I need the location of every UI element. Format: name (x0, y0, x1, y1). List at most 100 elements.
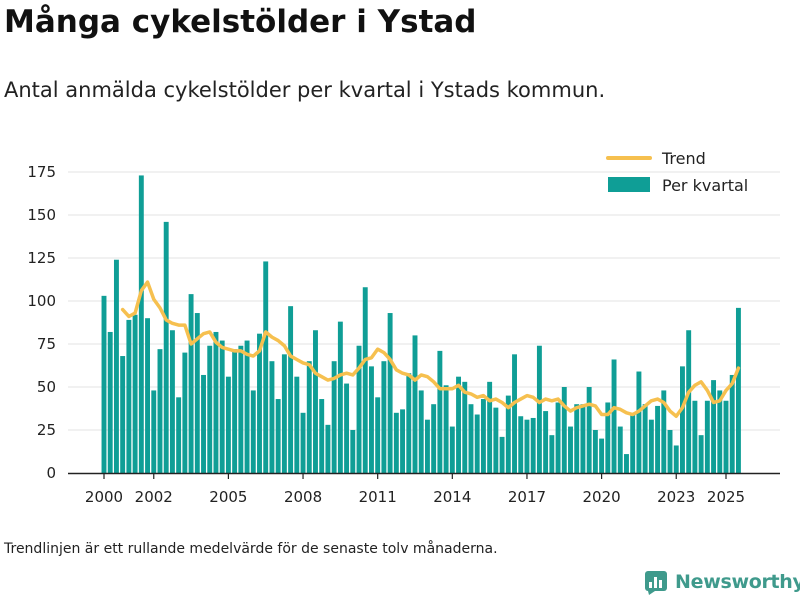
bar (512, 354, 517, 473)
bar (462, 381, 468, 473)
bar (207, 345, 213, 473)
bar (487, 381, 493, 473)
bar (692, 400, 698, 473)
x-tick-label: 2020 (583, 488, 621, 506)
bar (344, 383, 350, 473)
x-tick-label: 2000 (85, 488, 123, 506)
bar (151, 390, 157, 473)
bar (437, 350, 443, 473)
trend-line (120, 280, 741, 418)
x-tick-label: 2023 (657, 488, 695, 506)
bar (306, 361, 312, 473)
bar (555, 402, 561, 473)
bar (232, 349, 238, 473)
footnote: Trendlinjen är ett rullande medelvärde f… (4, 541, 498, 557)
bar (680, 366, 685, 473)
bar (194, 313, 200, 473)
legend-bar-label: Per kvartal (662, 176, 748, 195)
bar (611, 359, 617, 473)
bar (275, 399, 281, 473)
chart: 0 25 50 75 100 125 150 175 2000 2002 2005 2008 2011 2… (27, 149, 780, 506)
y-tick-label: 50 (37, 378, 56, 396)
bar (113, 259, 119, 473)
bar (530, 417, 536, 473)
bar (257, 333, 262, 473)
bar (188, 294, 194, 473)
legend: Trend Per kvartal (606, 149, 748, 195)
bar (449, 426, 455, 473)
x-tick-label: 2017 (508, 488, 546, 506)
bar (263, 261, 269, 473)
bar (605, 402, 611, 473)
bar (574, 404, 580, 473)
bar (536, 345, 542, 473)
bar (698, 435, 704, 473)
bar (107, 331, 113, 473)
bar (375, 397, 381, 473)
bar (480, 399, 486, 473)
bar (281, 354, 287, 473)
bar (369, 366, 374, 473)
x-tick-label: 2025 (707, 488, 745, 506)
bar (325, 424, 331, 473)
bar (300, 412, 306, 473)
bar (586, 387, 592, 473)
bar (319, 399, 325, 473)
bar (356, 345, 362, 473)
bar (406, 373, 412, 473)
bar (617, 426, 623, 473)
bar (201, 374, 206, 473)
bar (568, 426, 573, 473)
bar (288, 306, 294, 473)
bars (101, 175, 741, 473)
y-tick-label: 75 (37, 335, 56, 353)
bar (661, 390, 667, 473)
bar (729, 374, 735, 473)
bar (120, 356, 126, 473)
bar (238, 345, 244, 473)
bar (418, 390, 424, 473)
y-tick-label: 0 (46, 464, 56, 482)
bar (443, 385, 449, 473)
bar (655, 405, 661, 473)
bar (711, 380, 717, 473)
bar (331, 361, 337, 473)
bar (456, 376, 461, 473)
page-title: Många cykelstölder i Ystad (4, 4, 477, 40)
bar (145, 318, 150, 473)
bar (592, 430, 598, 473)
y-tick-label: 150 (27, 206, 56, 224)
bar (176, 397, 182, 473)
bar (250, 390, 256, 473)
bar (648, 419, 654, 473)
bar (518, 416, 524, 473)
bar (686, 330, 692, 473)
bar (132, 314, 138, 473)
bar (313, 330, 318, 473)
x-tick-label: 2005 (209, 488, 247, 506)
brand-logo: Newsworthy (645, 569, 800, 595)
bar (735, 307, 741, 473)
bar (400, 409, 406, 473)
x-tick-label: 2011 (359, 488, 397, 506)
y-tick-label: 25 (37, 421, 56, 439)
newsworthy-logo-icon (645, 571, 667, 595)
bar (624, 454, 629, 473)
bar (182, 352, 188, 473)
brand-name: Newsworthy (675, 571, 800, 593)
bar (704, 400, 710, 473)
bar (225, 376, 231, 473)
bar (381, 361, 387, 473)
bar (387, 313, 393, 473)
legend-trend-label: Trend (661, 149, 706, 168)
x-tick-label: 2008 (284, 488, 322, 506)
bar (499, 436, 505, 473)
bar (667, 430, 673, 473)
bar (101, 295, 107, 473)
bar (599, 438, 605, 473)
y-tick-label: 175 (27, 163, 56, 181)
bar (424, 419, 430, 473)
y-tick-label: 125 (27, 249, 56, 267)
bar (213, 331, 219, 473)
bar (717, 390, 723, 473)
